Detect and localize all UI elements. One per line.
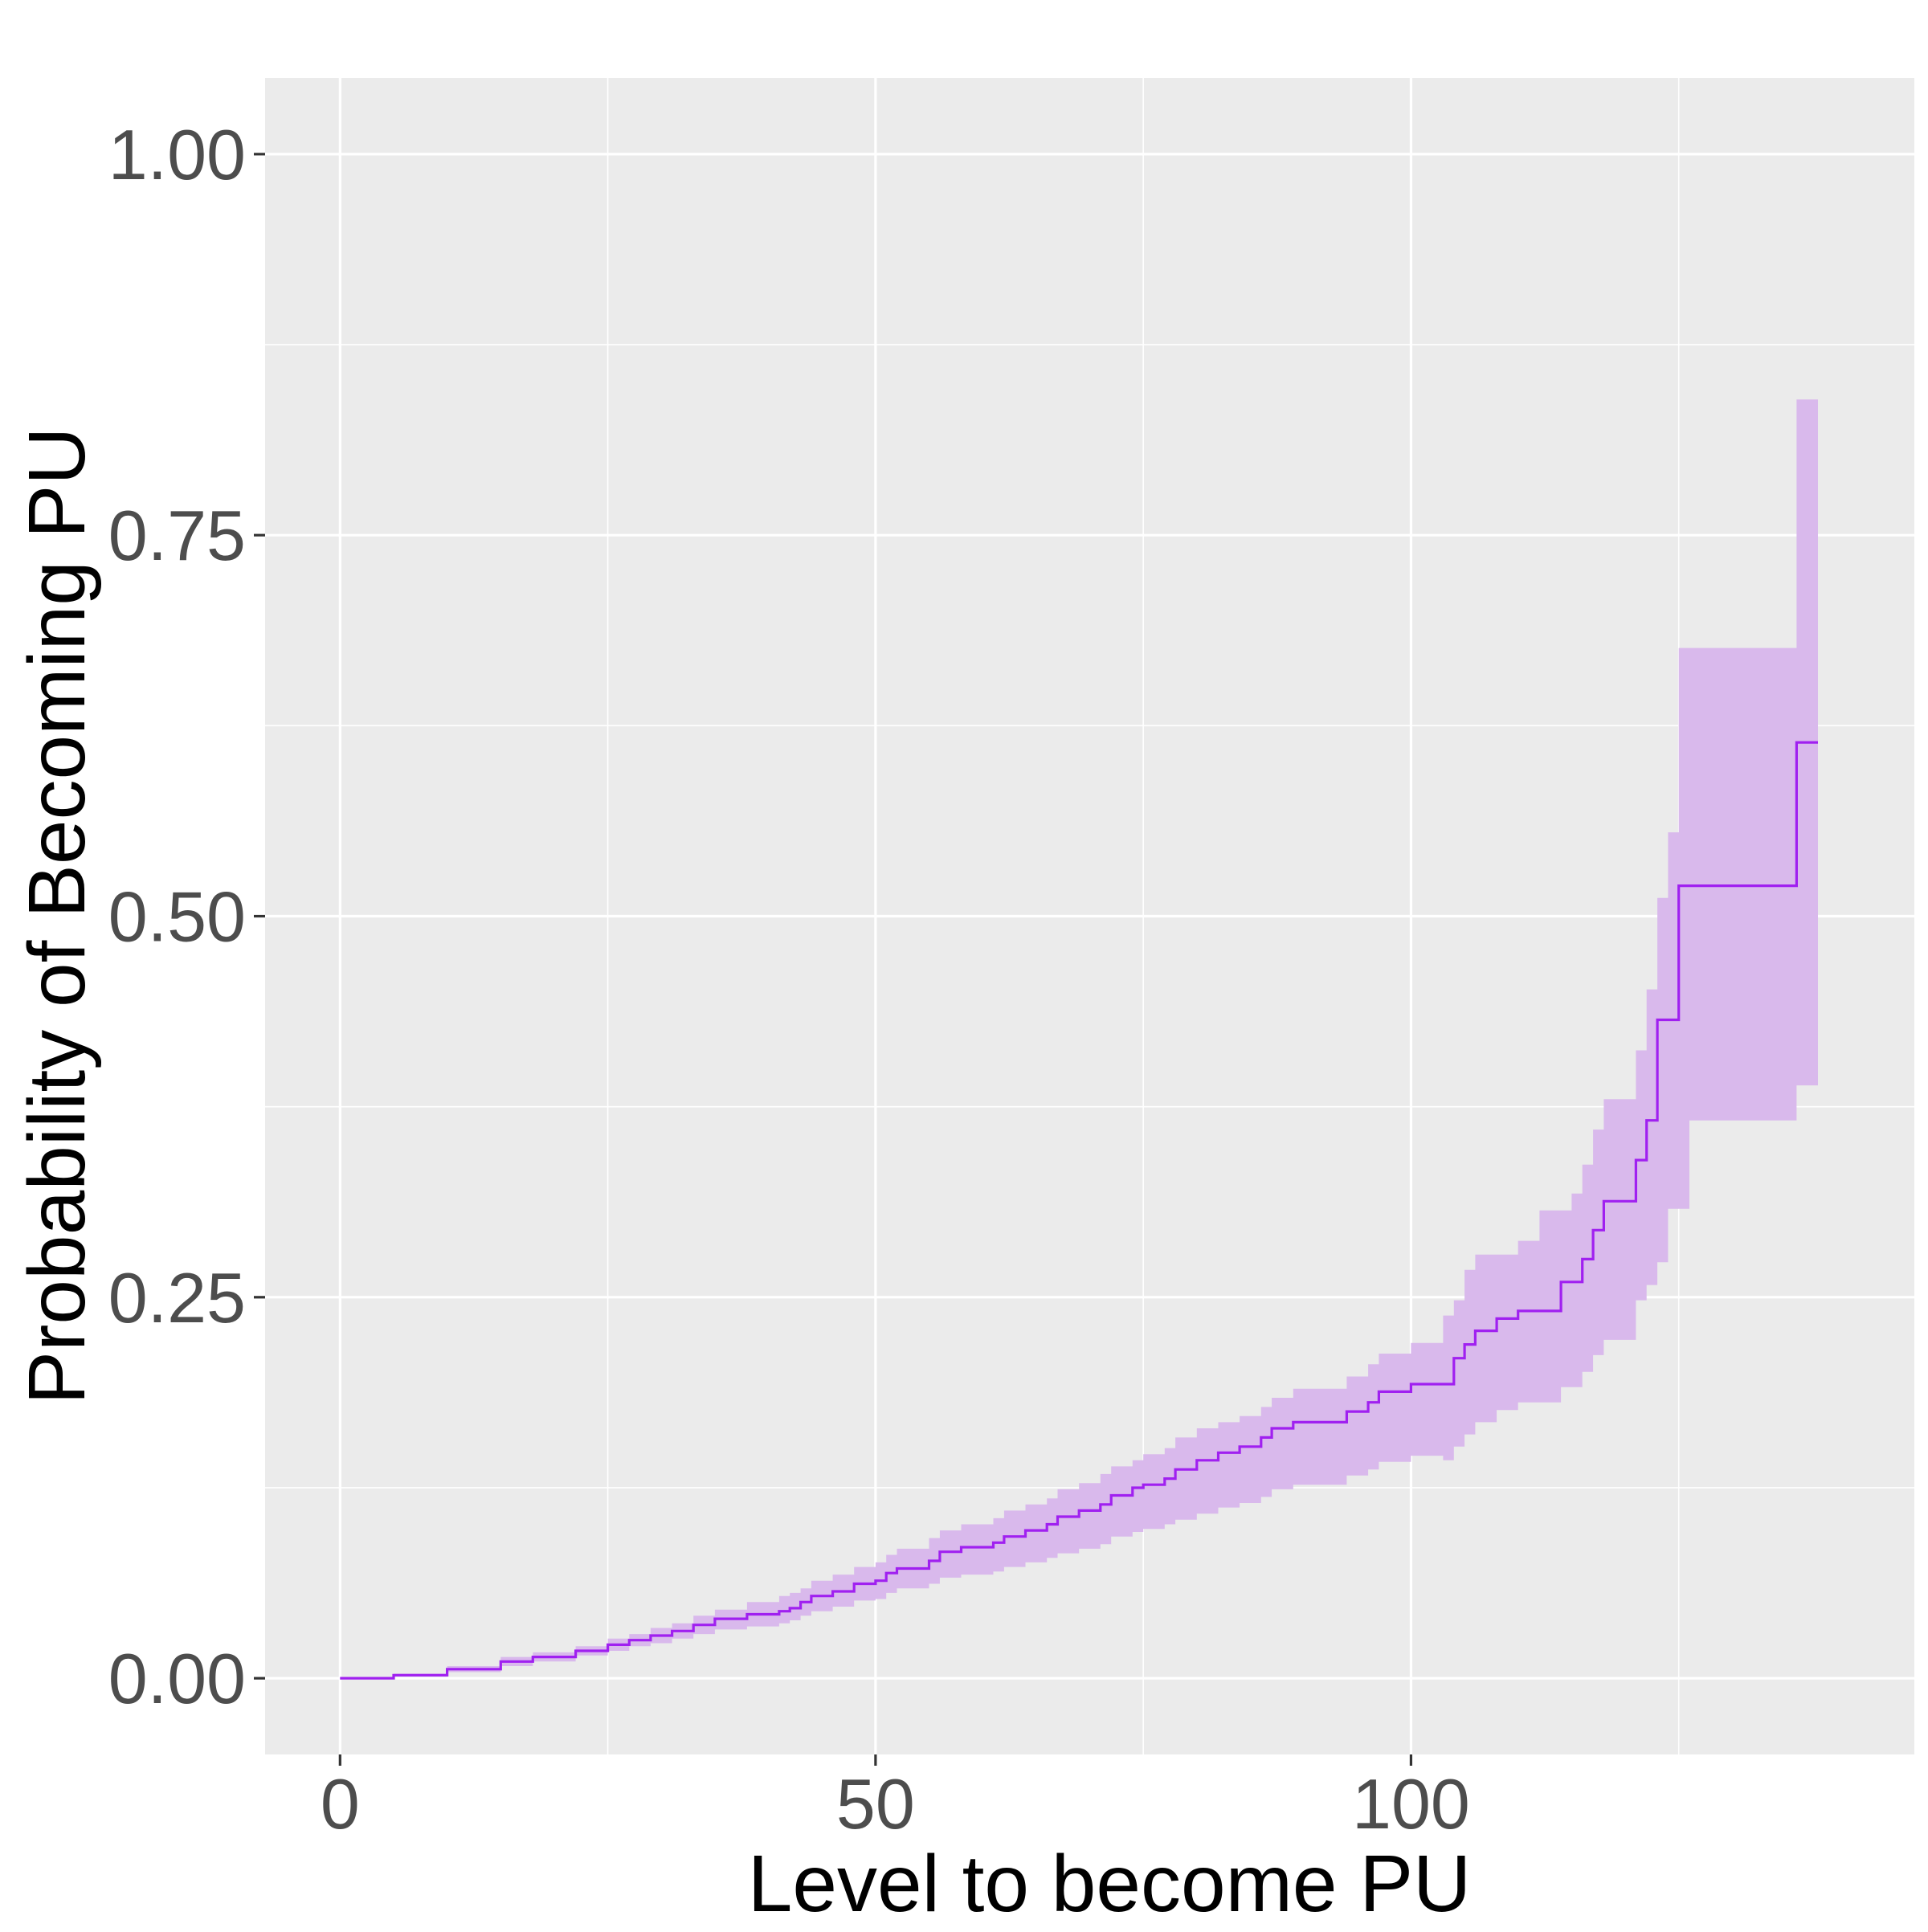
y-axis-title: Probability of Becoming PU <box>12 427 102 1404</box>
x-tick-label: 50 <box>836 1764 915 1844</box>
y-axis: 0.00 0.25 0.50 0.75 1.00 <box>108 115 265 1718</box>
grid-major <box>265 78 1914 1754</box>
y-tick-label: 0.75 <box>108 496 246 575</box>
confidence-band-area <box>340 399 1818 1679</box>
x-tick-label: 100 <box>1352 1764 1470 1844</box>
confidence-band <box>340 399 1818 1679</box>
series-step-line <box>340 741 1818 1680</box>
y-tick-label: 0.50 <box>108 877 246 957</box>
x-axis-title: Level to become PU <box>748 1839 1472 1928</box>
y-tick-label: 1.00 <box>108 115 246 194</box>
y-tick-label: 0.00 <box>108 1639 246 1718</box>
x-axis: 0 50 100 <box>321 1754 1470 1844</box>
series-line <box>340 741 1818 1680</box>
y-tick-label: 0.25 <box>108 1258 246 1338</box>
x-tick-label: 0 <box>321 1764 360 1844</box>
